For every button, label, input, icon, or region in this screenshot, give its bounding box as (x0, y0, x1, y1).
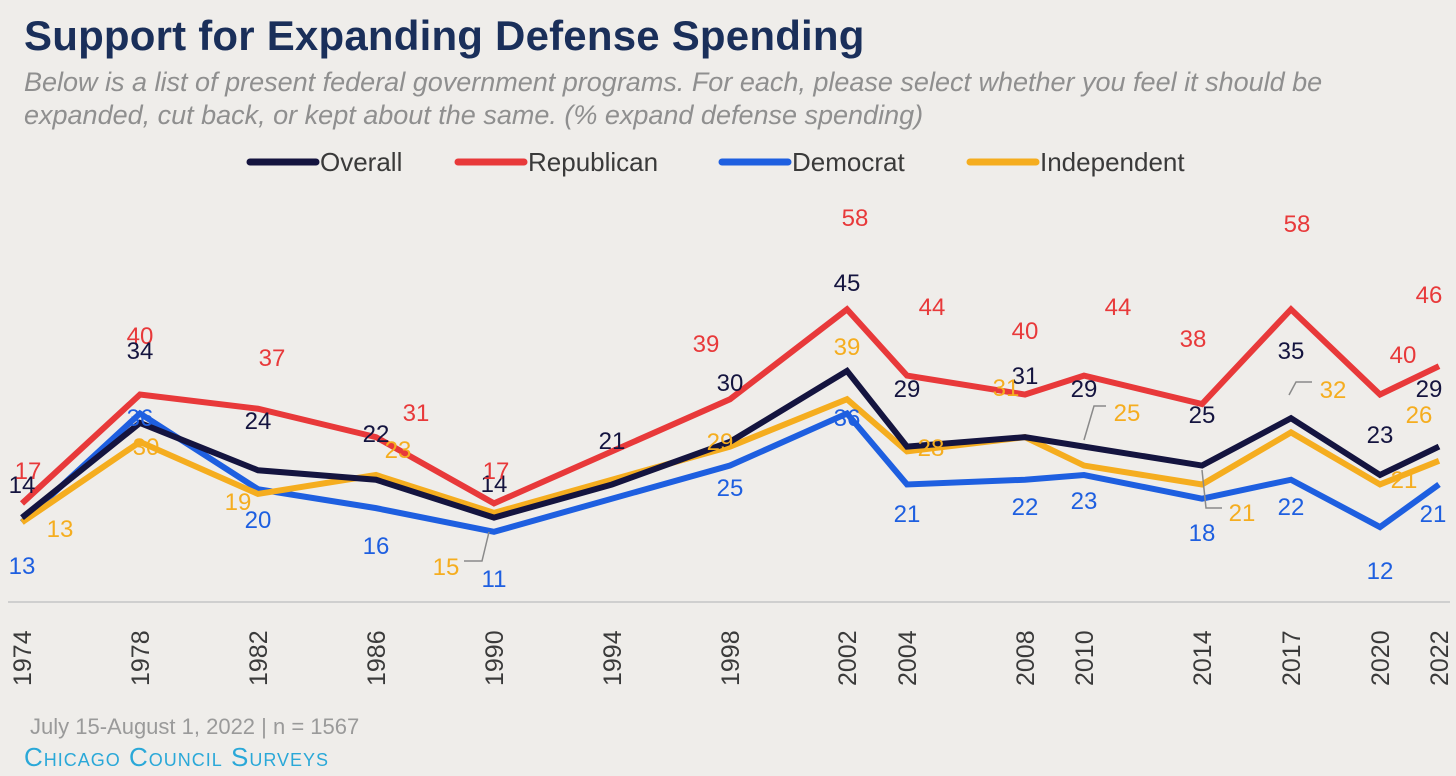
data-label-independent: 32 (1320, 377, 1347, 404)
data-label-overall: 23 (1367, 422, 1394, 449)
data-label-republican: 44 (1105, 294, 1132, 321)
data-label-republican: 17 (483, 458, 510, 485)
leader-line (1083, 405, 1106, 441)
chart-title: Support for Expanding Defense Spending (24, 12, 865, 59)
data-label-republican: 38 (1180, 326, 1207, 353)
data-label-overall: 29 (894, 376, 921, 403)
data-label-overall: 21 (599, 428, 626, 455)
legend-item-republican: Republican (454, 147, 658, 177)
data-label-republican: 31 (403, 400, 430, 427)
data-label-republican: 40 (1012, 318, 1039, 345)
data-label-republican: 37 (259, 345, 286, 372)
data-label-republican: 58 (842, 205, 869, 232)
data-label-independent: 15 (433, 554, 460, 581)
data-label-republican: 44 (919, 294, 946, 321)
label-leader-lines (464, 381, 1312, 562)
data-label-overall: 29 (1071, 376, 1098, 403)
data-label-independent: 21 (1229, 500, 1256, 527)
chart-subtitle: Below is a list of present federal gover… (24, 67, 1323, 130)
data-label-independent: 26 (1406, 402, 1433, 429)
x-tick-label: 2008 (1012, 630, 1040, 686)
data-label-independent: 28 (918, 435, 945, 462)
data-label-democrat: 11 (482, 566, 507, 593)
data-label-republican: 46 (1416, 282, 1443, 309)
data-label-independent: 25 (1114, 400, 1141, 427)
x-tick-label: 1974 (9, 630, 37, 686)
data-label-overall: 35 (1278, 338, 1305, 365)
data-label-democrat: 36 (834, 405, 861, 432)
series-line-overall (20, 366, 1441, 521)
data-label-democrat: 21 (1420, 501, 1447, 528)
data-label-republican: 58 (1284, 211, 1311, 238)
data-labels: 14 24 22 14 21 30 45 29 31 29 25 35 23 29 17 40 37 31 17 39… (9, 205, 1447, 593)
brand-name: Chicago Council Surveys (24, 742, 330, 772)
data-label-overall: 24 (245, 408, 272, 435)
x-axis-ticks: 1974 1978 1982 1986 1990 1994 1998 2002 2004 2008… (9, 630, 1454, 686)
data-label-republican: 17 (15, 458, 42, 485)
legend-item-overall: Overall (246, 147, 402, 177)
data-label-overall: 14 (481, 471, 508, 498)
data-label-overall: 31 (1012, 363, 1039, 390)
data-label-democrat: 12 (1367, 558, 1394, 585)
data-label-independent: 23 (385, 437, 412, 464)
data-label-democrat: 25 (717, 475, 744, 502)
x-tick-label: 1990 (481, 630, 509, 686)
legend: Overall Republican Democrat Independent (246, 147, 1185, 177)
x-tick-label: 2004 (894, 630, 922, 686)
data-label-democrat: 22 (1278, 494, 1305, 521)
data-label-overall: 25 (1189, 402, 1216, 429)
x-tick-label: 2014 (1189, 630, 1217, 686)
data-label-independent: 21 (1391, 467, 1418, 494)
data-label-independent: 39 (834, 334, 861, 361)
data-label-republican: 39 (693, 331, 720, 358)
series-lines (19, 305, 1441, 535)
legend-label: Republican (528, 147, 658, 177)
series-line-republican (19, 305, 1441, 507)
x-tick-label: 2017 (1278, 630, 1306, 686)
data-label-democrat: 13 (9, 553, 36, 580)
x-tick-label: 1998 (717, 630, 745, 686)
data-label-independent: 30 (133, 434, 160, 461)
data-label-independent: 19 (225, 489, 252, 516)
data-label-democrat: 23 (1071, 488, 1098, 515)
leader-line (464, 531, 490, 562)
x-tick-label: 2022 (1426, 630, 1454, 686)
data-label-republican: 40 (127, 323, 154, 350)
x-tick-label: 2020 (1367, 630, 1395, 686)
series-line-independent (20, 395, 1441, 525)
data-label-independent: 29 (707, 429, 734, 456)
data-label-democrat: 16 (363, 533, 390, 560)
legend-label: Overall (320, 147, 402, 177)
leader-line (1288, 381, 1312, 396)
data-label-independent: 13 (47, 516, 74, 543)
data-label-democrat: 18 (1189, 520, 1216, 547)
x-tick-label: 2010 (1071, 630, 1099, 686)
data-label-overall: 45 (834, 270, 861, 297)
data-label-overall: 14 (9, 472, 36, 499)
survey-note: July 15-August 1, 2022 | n = 1567 (30, 714, 360, 739)
legend-item-democrat: Democrat (718, 147, 905, 177)
data-label-democrat: 22 (1012, 494, 1039, 521)
x-tick-label: 1982 (245, 630, 273, 686)
data-label-overall: 22 (363, 421, 390, 448)
data-label-democrat: 36 (127, 405, 154, 432)
x-tick-label: 2002 (834, 630, 862, 686)
x-tick-label: 1994 (599, 630, 627, 686)
data-label-republican: 40 (1390, 342, 1417, 369)
data-label-overall: 30 (717, 370, 744, 397)
x-tick-label: 1978 (127, 630, 155, 686)
leader-line (1201, 469, 1222, 509)
data-label-overall: 29 (1416, 376, 1443, 403)
legend-item-independent: Independent (966, 147, 1185, 177)
data-label-democrat: 21 (894, 501, 921, 528)
data-label-independent: 31 (993, 375, 1020, 402)
legend-label: Independent (1040, 147, 1185, 177)
x-tick-label: 1986 (363, 630, 391, 686)
data-label-democrat: 20 (245, 507, 272, 534)
data-label-overall: 34 (127, 338, 154, 365)
legend-label: Democrat (792, 147, 905, 177)
